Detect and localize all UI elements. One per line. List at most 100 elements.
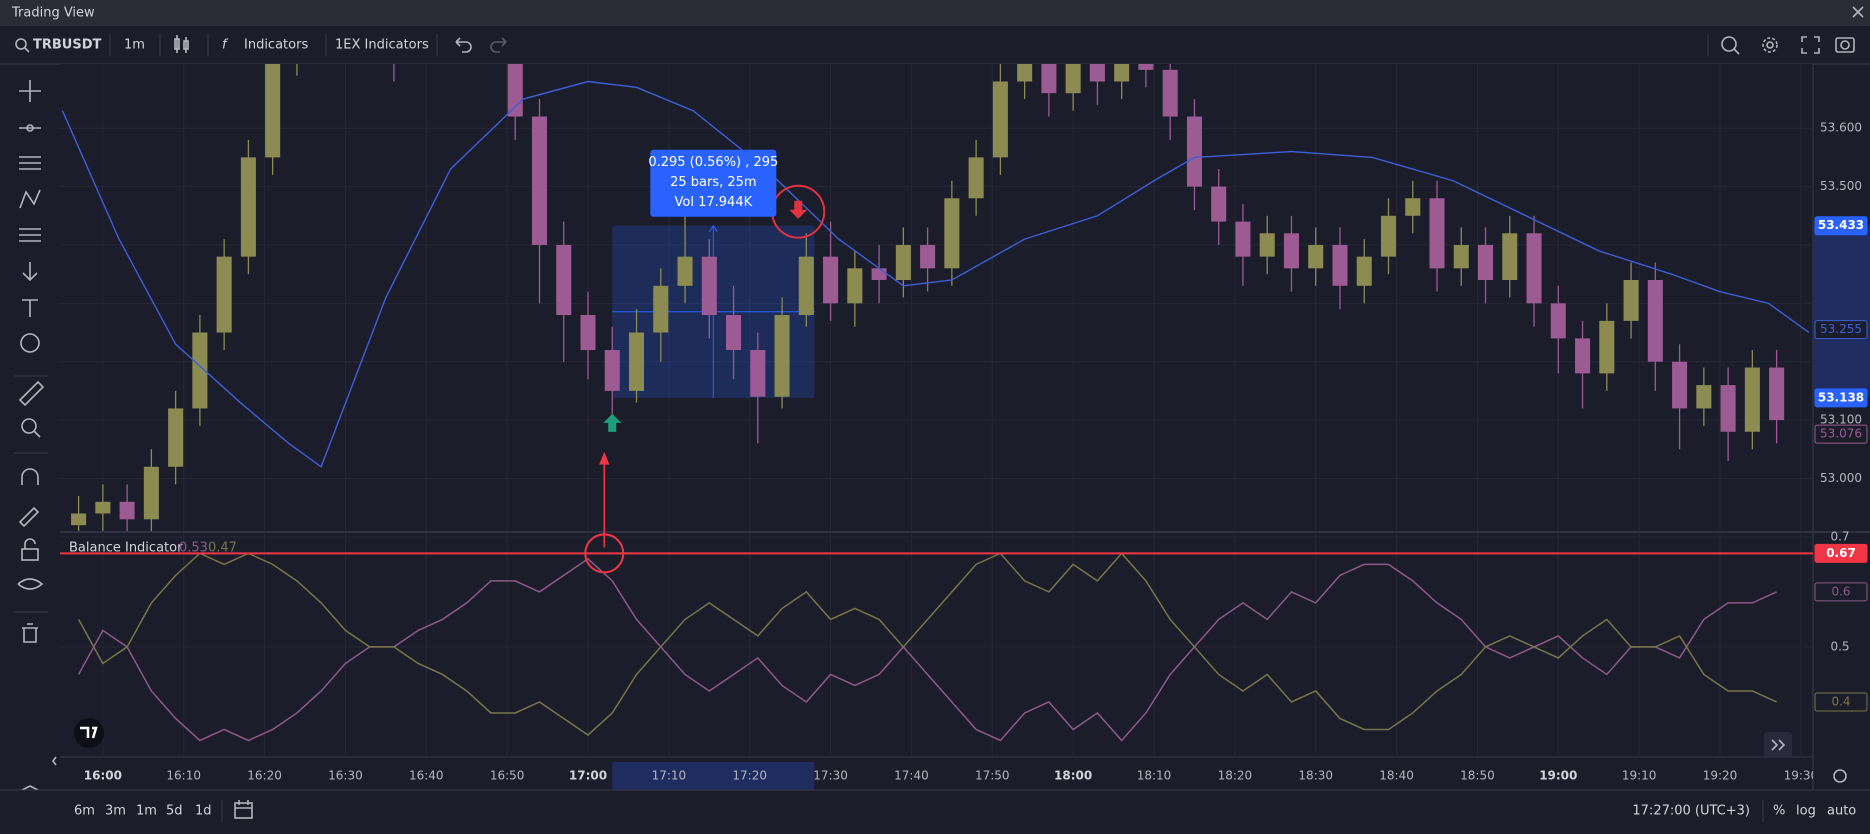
candle-body	[604, 350, 620, 391]
measure-high-label: 53.433	[1818, 218, 1864, 232]
zoom-tool[interactable]	[21, 418, 37, 434]
candle-body	[871, 268, 887, 280]
candle-body	[1744, 367, 1760, 432]
ma-last-label: 53.255	[1820, 322, 1862, 336]
range-button[interactable]: 6m	[74, 804, 95, 819]
log-toggle[interactable]: log	[1796, 804, 1816, 819]
candle-body	[1769, 367, 1785, 421]
candle-body	[1599, 320, 1615, 374]
annotations: 0.295 (0.56%) , 295 25 bars, 25m Vol 17.94…	[69, 149, 778, 574]
indicator-pane	[60, 533, 1813, 757]
chart-style-button[interactable]	[174, 35, 189, 53]
candle-body	[119, 501, 135, 520]
line-tool[interactable]	[26, 124, 34, 132]
alert-button[interactable]	[1721, 36, 1740, 55]
candle-body	[1720, 385, 1736, 432]
pattern-tool[interactable]	[19, 189, 41, 209]
candle-body	[1575, 338, 1591, 374]
measure-tooltip-text: 25 bars, 25m	[670, 175, 756, 190]
arrow-tool[interactable]	[22, 262, 38, 282]
candle-body	[216, 256, 232, 333]
x-tick-label: 19:20	[1703, 769, 1738, 783]
auto-toggle[interactable]: auto	[1827, 804, 1856, 819]
sell-signal	[789, 200, 808, 219]
candle-body	[847, 268, 863, 304]
indicators-button[interactable]: Indicators	[244, 38, 308, 53]
ruler-tool[interactable]	[18, 380, 45, 407]
axis-settings-button[interactable]	[1833, 769, 1847, 783]
visibility-tool[interactable]	[17, 578, 44, 590]
candle-body	[1550, 303, 1566, 339]
candle-body	[1186, 116, 1202, 187]
percent-toggle[interactable]: %	[1773, 804, 1785, 819]
threshold-label-box	[1814, 543, 1868, 563]
screenshot-button[interactable]	[1835, 37, 1855, 53]
y-tick-label: 0.7	[1830, 529, 1849, 543]
x-tick-label: 17:00	[569, 769, 607, 783]
range-button[interactable]: 1d	[195, 804, 212, 819]
settings-button[interactable]	[1762, 37, 1778, 53]
range-button[interactable]: 3m	[105, 804, 126, 819]
redo-button[interactable]	[490, 37, 507, 53]
candle-body	[1114, 64, 1130, 82]
measure-tooltip-text: Vol 17.944K	[675, 195, 753, 210]
candle-body	[1259, 233, 1275, 257]
symbol[interactable]: TRBUSDT	[33, 38, 101, 53]
candle-body	[1235, 221, 1251, 257]
clock: 17:27:00 (UTC+3)	[1632, 804, 1750, 819]
candle-body	[240, 157, 256, 257]
ma-last-label-box	[1814, 320, 1868, 340]
y-tick-label: 53.600	[1820, 121, 1862, 135]
indicator-last-label: 0.4	[1831, 694, 1850, 708]
candle-body	[580, 315, 596, 351]
candle-body	[143, 466, 159, 520]
lock-tool[interactable]	[24, 538, 36, 549]
magnet-tool[interactable]	[21, 468, 39, 485]
fullscreen-button[interactable]	[1801, 36, 1820, 54]
y-tick-label: 0.5	[1830, 639, 1849, 653]
candle-body	[677, 256, 693, 286]
crosshair-tool[interactable]	[19, 80, 41, 102]
candle-body	[750, 350, 766, 397]
collapse-button[interactable]	[52, 756, 57, 766]
goto-date-button[interactable]	[234, 800, 253, 819]
x-tick-label: 17:50	[975, 769, 1010, 783]
candle-body	[1696, 385, 1712, 409]
range-button[interactable]: 1m	[136, 804, 157, 819]
time-axis: 16:00 16:10 16:20 16:30 16:40 16:50 17:00 17:10…	[84, 762, 1813, 790]
moving-average	[61, 80, 1810, 468]
candle-body	[1308, 244, 1324, 269]
delete-tool[interactable]	[22, 623, 38, 643]
candle-body	[168, 408, 184, 467]
indicator-line	[77, 552, 1777, 736]
x-tick-label: 18:30	[1298, 769, 1333, 783]
indicator-legend-value: 0.53	[179, 541, 208, 556]
indicator-last-label: 0.6	[1831, 584, 1850, 598]
channel-tool[interactable]	[19, 156, 41, 170]
emoji-tool[interactable]	[20, 333, 40, 353]
interval[interactable]: 1m	[124, 38, 145, 53]
candle-body	[1283, 233, 1299, 269]
search-icon	[15, 38, 27, 50]
text-tool[interactable]	[22, 299, 38, 317]
candle-body	[823, 256, 839, 304]
last-price-label: 53.076	[1820, 427, 1862, 441]
lock-drawing-tool[interactable]	[18, 506, 40, 528]
custom-indicators-button[interactable]: 1EX Indicators	[335, 38, 429, 53]
fib-tool[interactable]	[19, 228, 41, 242]
x-tick-label: 17:30	[813, 769, 848, 783]
range-button[interactable]: 5d	[166, 804, 183, 819]
search-button[interactable]: TRBUSDT	[15, 38, 101, 53]
close-button[interactable]	[1852, 6, 1864, 18]
candle-body	[1356, 256, 1372, 286]
measure-tooltip	[650, 149, 777, 217]
x-tick-label: 16:10	[166, 769, 201, 783]
y-tick-label: 53.100	[1820, 413, 1862, 427]
lock-tool[interactable]	[21, 548, 39, 561]
x-tick-label: 19:00	[1539, 769, 1577, 783]
undo-button[interactable]	[455, 37, 472, 53]
measure-low-label: 53.138	[1818, 390, 1864, 404]
zoom-tool[interactable]	[33, 430, 41, 438]
candle-body	[1380, 215, 1397, 257]
